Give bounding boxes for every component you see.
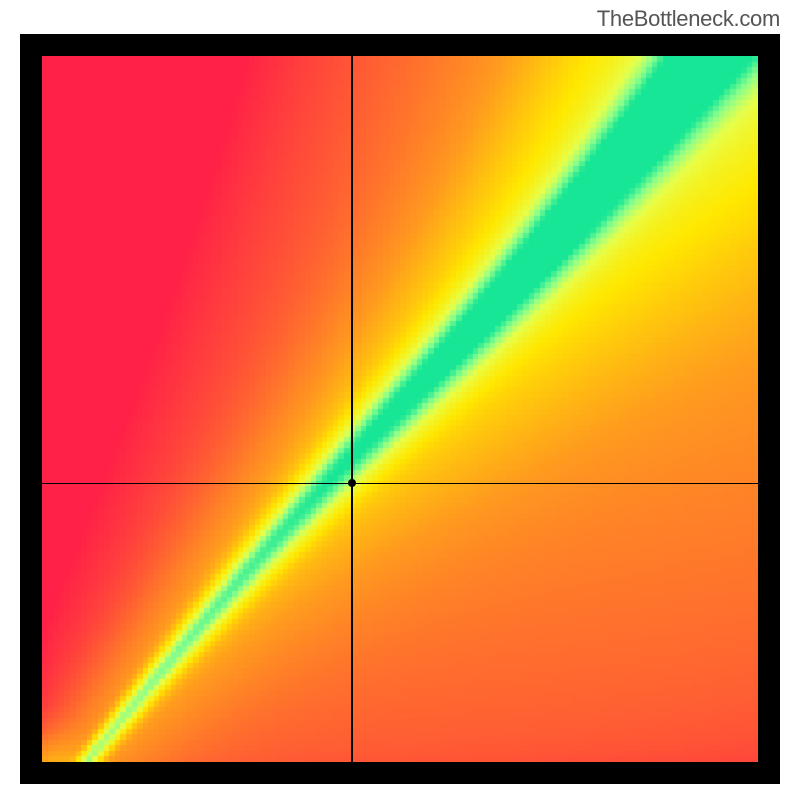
crosshair-horizontal [42,483,758,484]
bottleneck-heatmap [42,56,758,762]
chart-container: { "watermark": { "text": "TheBottleneck.… [0,0,800,800]
watermark-text: TheBottleneck.com [597,6,780,32]
selection-marker[interactable] [348,479,356,487]
crosshair-vertical [351,56,352,762]
